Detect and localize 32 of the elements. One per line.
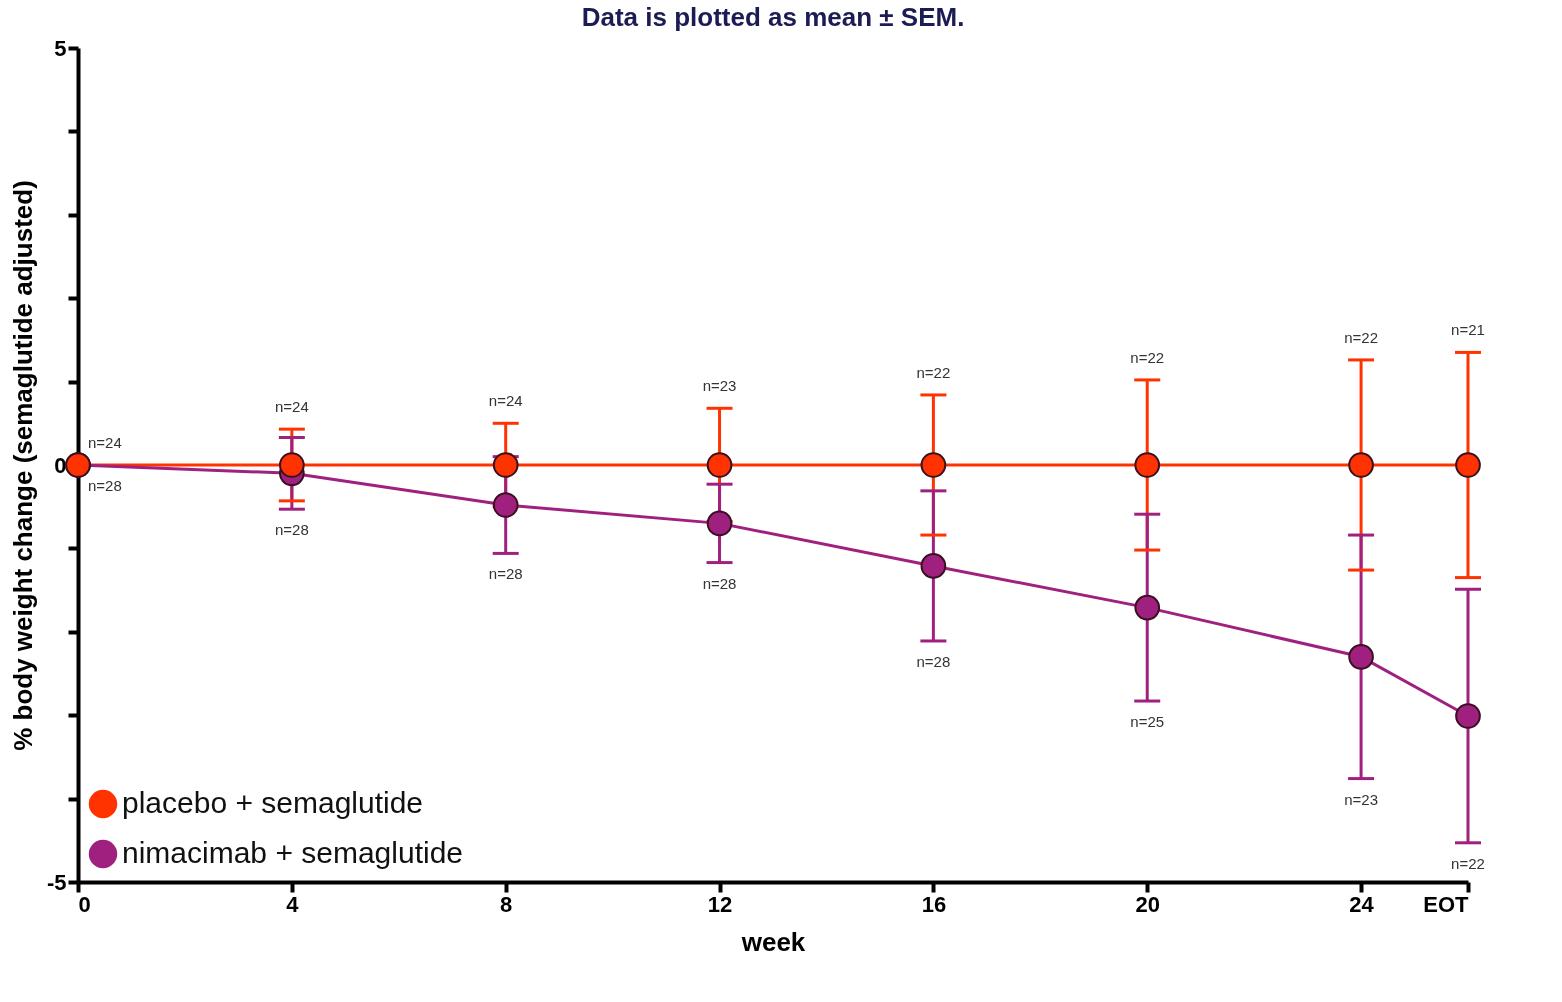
- y-tick-label: 5: [54, 35, 67, 61]
- annotation: n=22: [916, 363, 951, 381]
- x-tick-label: EOT: [1423, 891, 1470, 917]
- chart-title: Data is plotted as mean ± SEM.: [581, 2, 965, 32]
- annotation: n=22: [1344, 328, 1378, 346]
- annotation: n=22: [1451, 854, 1485, 872]
- legend-label: placebo + semaglutide: [122, 786, 424, 819]
- x-axis-title: week: [740, 926, 806, 957]
- x-tick-label: 16: [921, 891, 947, 917]
- annotation: n=23: [1344, 790, 1378, 808]
- y-tick-label: -5: [46, 869, 67, 895]
- y-tick-label: 0: [54, 452, 67, 478]
- annotation: n=28: [702, 574, 737, 592]
- annotation: n=22: [1130, 348, 1165, 366]
- x-tick-label: 4: [286, 891, 300, 917]
- annotation: n=21: [1451, 321, 1485, 339]
- legend-label: nimacimab + semaglutide: [122, 836, 464, 869]
- x-tick-label: 0: [78, 891, 91, 917]
- annotation: n=24: [88, 434, 122, 451]
- x-tick-label: 8: [500, 891, 513, 917]
- annotation: n=25: [1130, 713, 1165, 731]
- annotation: n=28: [488, 565, 523, 583]
- x-tick-label: 20: [1135, 891, 1160, 917]
- annotation: n=28: [274, 521, 309, 539]
- annotation: n=28: [916, 652, 951, 670]
- annotation: n=24: [488, 392, 523, 410]
- annotation: n=28: [88, 477, 122, 494]
- y-axis-title: % body weight change (semaglutide adjusted): [7, 180, 38, 751]
- x-tick-label: 24: [1349, 891, 1375, 917]
- annotation: n=24: [274, 398, 309, 416]
- annotation: n=23: [702, 377, 737, 395]
- x-tick-label: 12: [707, 891, 733, 917]
